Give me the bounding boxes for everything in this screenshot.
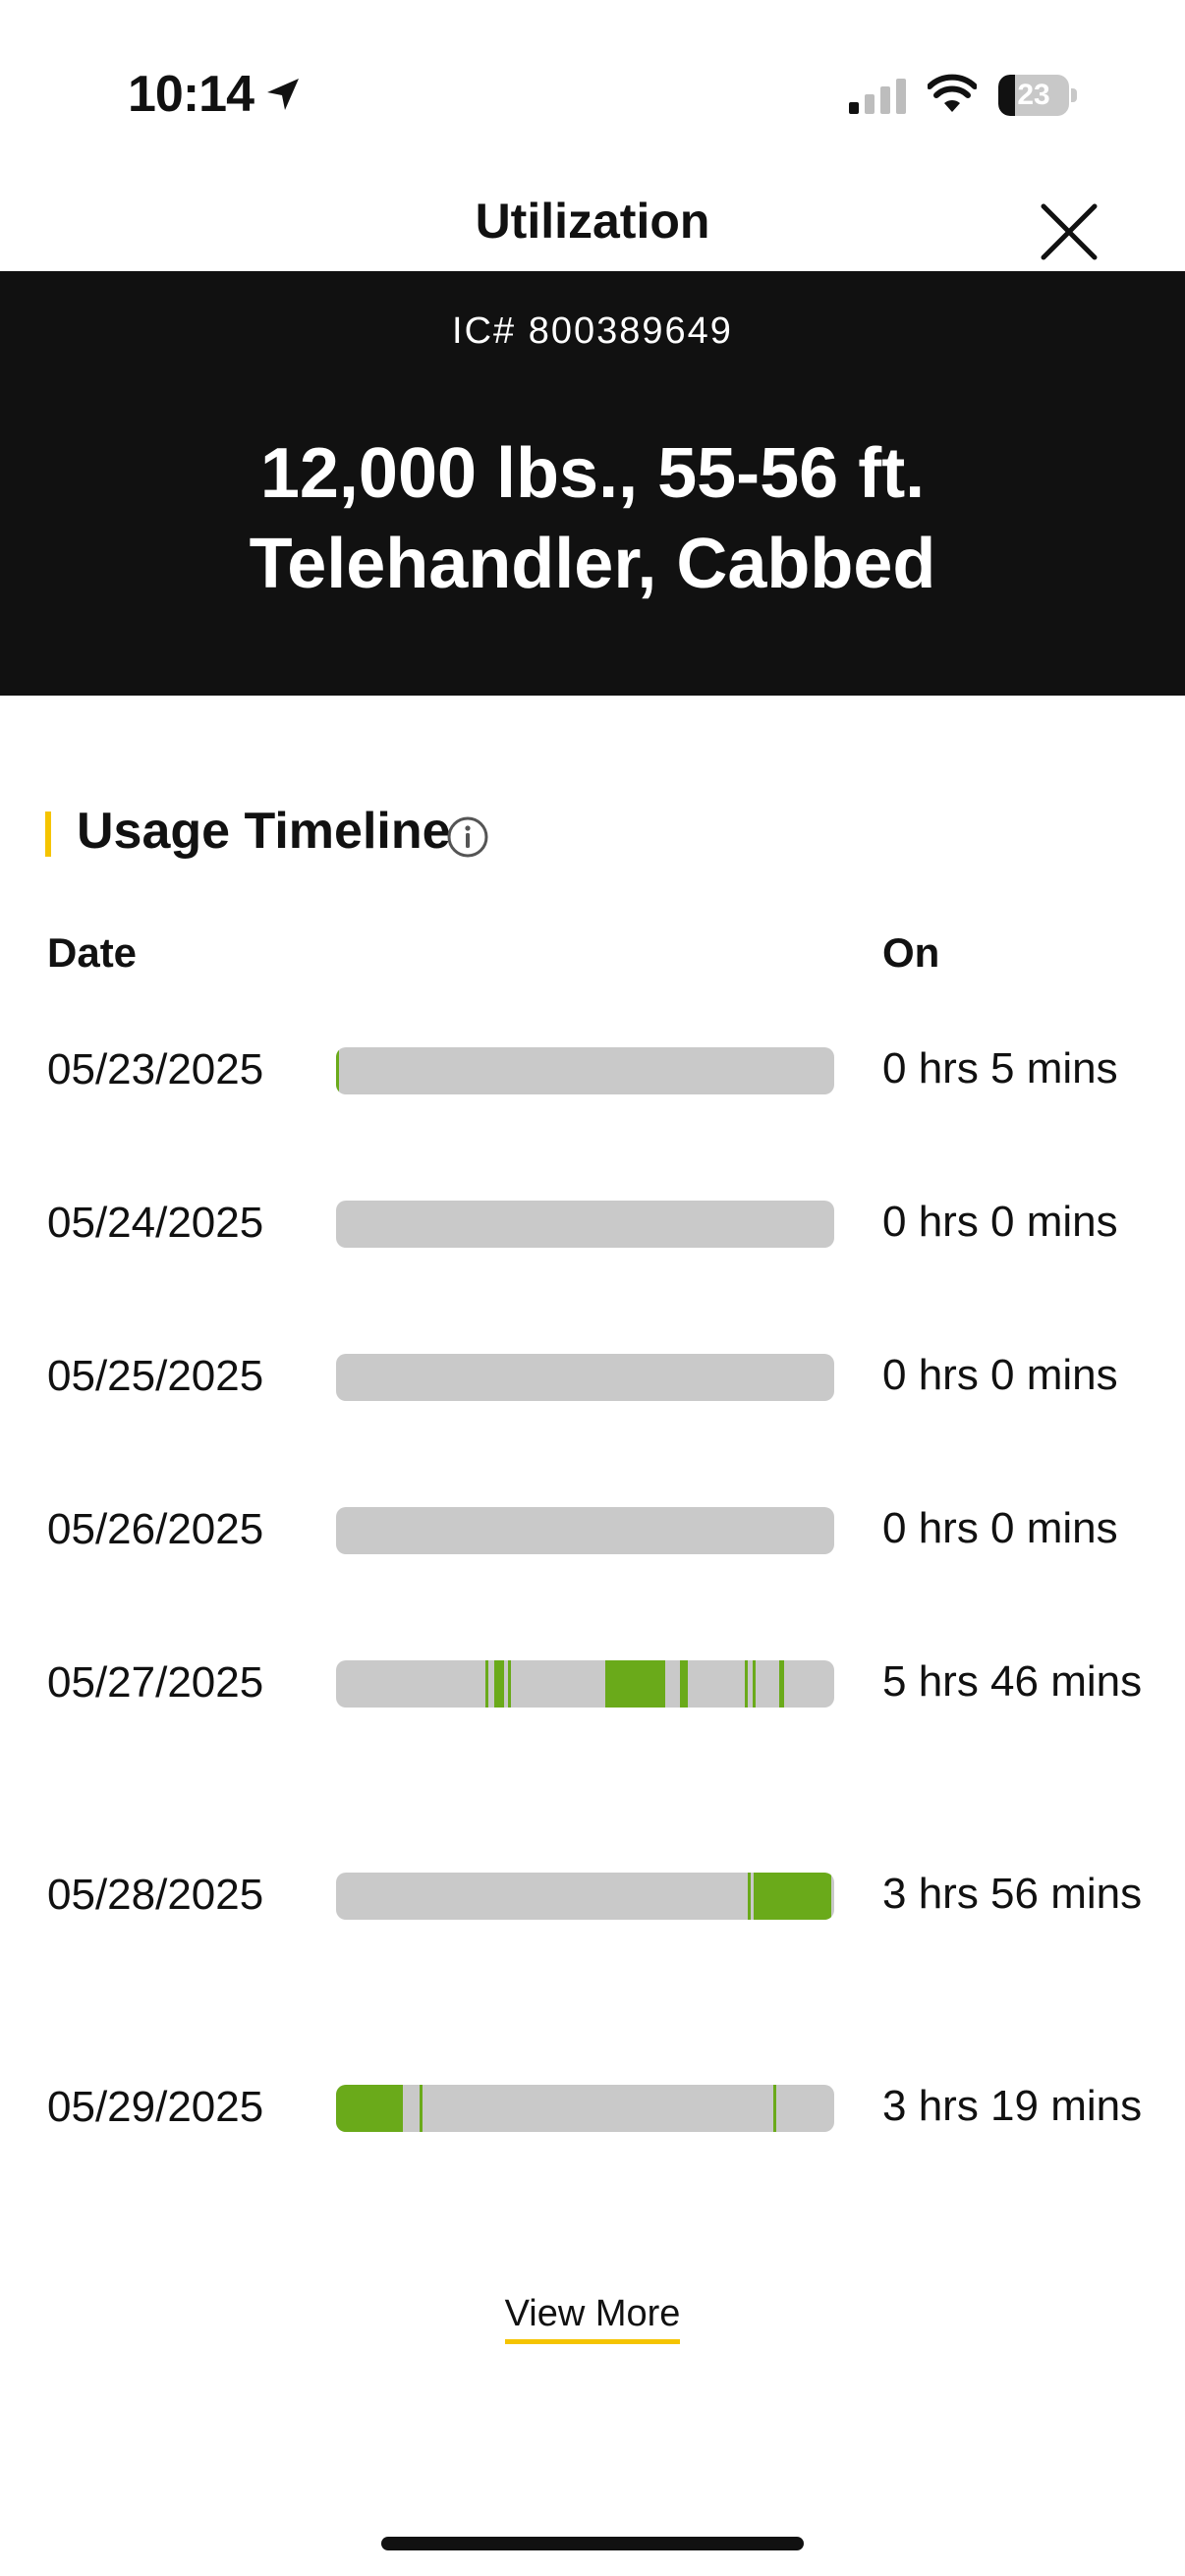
view-more-container: View More: [0, 2293, 1185, 2344]
status-time: 10:14: [128, 66, 254, 123]
equipment-title: 12,000 lbs., 55-56 ft. Telehandler, Cabb…: [249, 434, 936, 603]
usage-active-segment: [494, 1660, 505, 1708]
ic-number: IC# 800389649: [452, 310, 733, 352]
usage-timeline-bar: [336, 1047, 834, 1094]
section-title: Usage Timeline: [77, 803, 451, 860]
usage-row-date: 05/24/2025: [47, 1199, 264, 1247]
column-header-on: On: [882, 929, 940, 976]
cellular-signal-icon: [849, 79, 906, 114]
usage-row-on-time: 3 hrs 19 mins: [882, 2082, 1143, 2130]
usage-active-segment: [779, 1660, 785, 1708]
usage-row-date: 05/26/2025: [47, 1505, 264, 1553]
usage-timeline-bar: [336, 2085, 834, 2132]
usage-row-date: 05/23/2025: [47, 1045, 264, 1093]
usage-row-on-time: 5 hrs 46 mins: [882, 1657, 1143, 1706]
usage-active-segment: [604, 1660, 665, 1708]
view-more-link[interactable]: View More: [504, 2293, 681, 2344]
usage-active-segment: [420, 2085, 423, 2132]
equipment-header: IC# 800389649 12,000 lbs., 55-56 ft. Tel…: [0, 271, 1185, 696]
usage-row-date: 05/27/2025: [47, 1658, 264, 1707]
page-title: Utilization: [475, 194, 710, 249]
usage-active-segment: [336, 2085, 403, 2132]
usage-row-date: 05/28/2025: [47, 1871, 264, 1919]
usage-active-segment: [753, 1873, 831, 1920]
wifi-icon: [928, 74, 977, 112]
usage-row-on-time: 0 hrs 5 mins: [882, 1044, 1118, 1092]
usage-row-on-time: 0 hrs 0 mins: [882, 1504, 1118, 1552]
usage-row-date: 05/29/2025: [47, 2083, 264, 2131]
close-icon[interactable]: [1034, 196, 1104, 267]
usage-timeline-bar: [336, 1660, 834, 1708]
usage-timeline-bar: [336, 1354, 834, 1401]
usage-active-segment: [485, 1660, 489, 1708]
usage-active-segment: [773, 2085, 776, 2132]
usage-row-date: 05/25/2025: [47, 1352, 264, 1400]
usage-timeline-bar: [336, 1507, 834, 1554]
usage-active-segment: [752, 1660, 756, 1708]
section-accent-bar: [45, 812, 51, 857]
usage-row-on-time: 0 hrs 0 mins: [882, 1351, 1118, 1399]
info-icon[interactable]: [446, 815, 489, 859]
home-indicator: [381, 2537, 804, 2550]
usage-active-segment: [336, 1047, 339, 1094]
usage-active-segment: [747, 1873, 751, 1920]
battery-level-text: 23: [1017, 79, 1050, 111]
usage-active-segment: [508, 1660, 511, 1708]
battery-icon: 23: [998, 75, 1077, 116]
usage-active-segment: [679, 1660, 688, 1708]
usage-timeline-bar: [336, 1201, 834, 1248]
column-header-date: Date: [47, 929, 138, 976]
usage-row-on-time: 0 hrs 0 mins: [882, 1198, 1118, 1246]
usage-active-segment: [744, 1660, 748, 1708]
location-arrow-icon: [267, 79, 299, 110]
usage-timeline-bar: [336, 1873, 834, 1920]
usage-row-on-time: 3 hrs 56 mins: [882, 1870, 1143, 1918]
status-bar: 10:14 23: [0, 0, 1185, 187]
